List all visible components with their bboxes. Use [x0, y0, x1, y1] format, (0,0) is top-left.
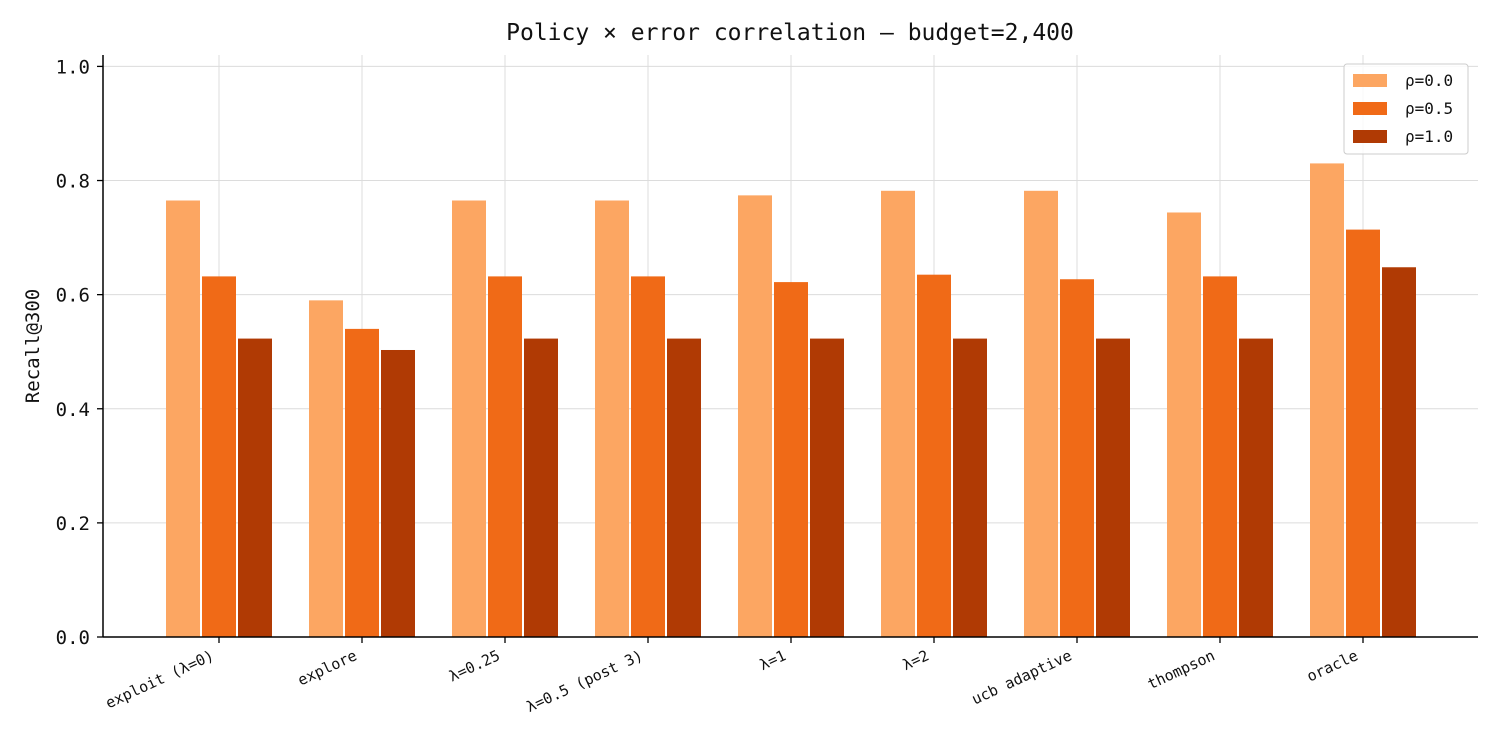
bar — [774, 282, 808, 637]
legend-swatch — [1353, 130, 1387, 143]
bar — [1310, 163, 1344, 638]
legend-label: ρ=1.0 — [1405, 127, 1453, 146]
bar — [452, 200, 486, 637]
bars — [166, 163, 1416, 638]
y-tick-label: 1.0 — [56, 56, 90, 78]
y-tick-label: 0.0 — [56, 627, 90, 649]
bar — [1239, 338, 1273, 637]
y-tick-label: 0.8 — [56, 171, 90, 193]
x-tick-label: thompson — [1145, 646, 1218, 693]
bar — [202, 276, 236, 637]
bar — [1167, 212, 1201, 637]
y-axis-label: Recall@300 — [22, 289, 44, 403]
bar — [345, 328, 379, 637]
bar — [381, 349, 415, 637]
bar — [1024, 190, 1058, 638]
x-tick-label: λ=0.25 — [446, 646, 503, 685]
y-tick-label: 0.2 — [56, 513, 90, 535]
bar — [595, 200, 629, 637]
bar — [810, 338, 844, 637]
legend-label: ρ=0.5 — [1405, 99, 1453, 118]
x-tick-label: explore — [295, 646, 360, 689]
x-tick-label: exploit (λ=0) — [103, 646, 217, 712]
legend-swatch — [1353, 102, 1387, 115]
bar — [881, 190, 915, 638]
x-tick-label: ucb adaptive — [969, 646, 1075, 708]
legend: ρ=0.0 ρ=0.5 ρ=1.0 — [1343, 63, 1469, 155]
bar — [667, 338, 701, 637]
legend-label: ρ=0.0 — [1405, 71, 1453, 90]
bar — [488, 276, 522, 637]
x-tick-label: λ=2 — [900, 646, 932, 674]
bar — [1060, 279, 1094, 637]
bar — [1346, 229, 1380, 637]
bar — [1096, 338, 1130, 637]
bar — [917, 274, 951, 637]
bar — [524, 338, 558, 637]
bar — [309, 300, 343, 637]
y-tick-label: 0.4 — [56, 399, 90, 421]
y-ticks: 0.0 0.2 0.4 0.6 0.8 1.0 — [56, 56, 103, 649]
bar — [953, 338, 987, 637]
x-tick-label: λ=1 — [757, 646, 789, 674]
legend-swatch — [1353, 74, 1387, 87]
chart-title: Policy × error correlation — budget=2,40… — [506, 20, 1074, 46]
bar — [1203, 276, 1237, 637]
y-tick-label: 0.6 — [56, 285, 90, 307]
bar — [238, 338, 272, 637]
bar — [166, 200, 200, 637]
bar — [1382, 267, 1416, 637]
x-ticks: exploit (λ=0) explore λ=0.25 λ=0.5 (post 3)… — [103, 637, 1364, 716]
x-tick-label: oracle — [1304, 646, 1361, 685]
bar — [738, 195, 772, 638]
x-tick-label: λ=0.5 (post 3) — [523, 646, 645, 716]
bar — [631, 276, 665, 637]
